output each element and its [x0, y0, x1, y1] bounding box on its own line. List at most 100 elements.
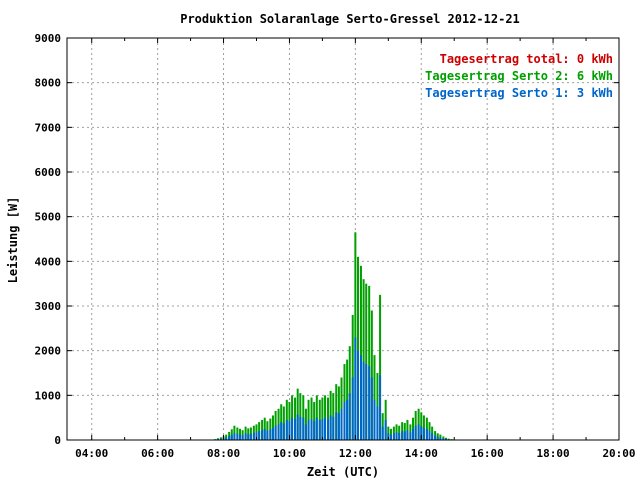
bar-series-2 — [362, 361, 365, 440]
bar-series-2 — [228, 435, 231, 440]
bar-series-2 — [414, 425, 417, 440]
bar-series-1 — [302, 395, 305, 440]
bar-series-2 — [425, 428, 428, 440]
bar-series-1 — [291, 395, 294, 440]
bar-series-2 — [296, 414, 299, 440]
chart-title: Produktion Solaranlage Serto-Gressel 201… — [180, 12, 520, 26]
bar-series-2 — [282, 423, 285, 440]
bar-series-2 — [335, 412, 338, 440]
bar-series-1 — [436, 433, 439, 440]
bar-series-1 — [310, 397, 313, 440]
bar-series-2 — [249, 433, 252, 440]
bar-series-1 — [414, 410, 417, 440]
bars — [211, 232, 461, 440]
bar-series-1 — [401, 422, 404, 440]
bar-series-1 — [313, 402, 316, 440]
bar-series-2 — [288, 421, 291, 440]
bar-series-2 — [442, 438, 445, 440]
bar-series-2 — [376, 406, 379, 440]
bar-series-2 — [356, 350, 359, 440]
bar-series-2 — [239, 434, 242, 440]
bar-series-2 — [219, 438, 222, 440]
y-axis-title: Leistung [W] — [6, 197, 20, 284]
bar-series-2 — [310, 419, 313, 440]
bar-series-2 — [244, 433, 247, 440]
bar-series-2 — [359, 355, 362, 440]
bar-series-2 — [285, 419, 288, 440]
bar-series-1 — [351, 314, 354, 440]
bar-series-2 — [401, 431, 404, 440]
y-tick-label: 1000 — [35, 389, 62, 402]
bar-series-2 — [304, 424, 307, 440]
bar-series-1 — [324, 395, 327, 440]
bar-series-1 — [373, 355, 376, 440]
bar-series-1 — [296, 388, 299, 440]
legend-entry: Tagesertrag total: 0 kWh — [440, 52, 613, 66]
bar-series-2 — [315, 417, 318, 440]
grid — [67, 38, 619, 440]
bar-series-2 — [340, 408, 343, 440]
bar-series-1 — [288, 402, 291, 440]
x-tick-label: 14:00 — [405, 447, 438, 460]
x-axis-title: Zeit (UTC) — [307, 465, 379, 479]
bar-series-2 — [307, 419, 310, 440]
bar-series-2 — [318, 419, 321, 440]
bar-series-2 — [343, 402, 346, 440]
bar-series-2 — [351, 377, 354, 440]
bar-series-2 — [327, 419, 330, 440]
bar-series-2 — [348, 393, 351, 440]
bar-series-2 — [230, 434, 233, 440]
bar-series-2 — [417, 424, 420, 440]
bar-series-1 — [261, 419, 264, 440]
bar-series-2 — [258, 431, 261, 440]
x-tick-label: 12:00 — [339, 447, 372, 460]
y-tick-label: 6000 — [35, 166, 62, 179]
x-tick-label: 04:00 — [75, 447, 108, 460]
bar-series-2 — [406, 430, 409, 440]
bar-series-1 — [332, 393, 335, 440]
bar-series-2 — [428, 431, 431, 440]
x-tick-label: 16:00 — [471, 447, 504, 460]
x-tick-label: 18:00 — [537, 447, 570, 460]
bar-series-2 — [436, 436, 439, 440]
x-tick-label: 08:00 — [207, 447, 240, 460]
bar-series-1 — [315, 395, 318, 440]
bar-series-1 — [409, 424, 412, 440]
bar-series-2 — [277, 424, 280, 440]
bar-series-1 — [216, 438, 219, 440]
y-tick-label: 0 — [54, 434, 61, 447]
bar-series-2 — [261, 430, 264, 440]
bar-series-2 — [403, 431, 406, 440]
bar-series-1 — [362, 279, 365, 440]
bar-series-2 — [379, 375, 382, 440]
bar-series-2 — [389, 434, 392, 440]
bar-series-2 — [269, 429, 272, 440]
legend: Tagesertrag total: 0 kWh Tagesertrag Sert… — [425, 52, 613, 100]
plot-frame — [66, 37, 620, 441]
y-tick-label: 2000 — [35, 345, 62, 358]
x-tick-label: 06:00 — [141, 447, 174, 460]
bar-series-2 — [266, 430, 269, 440]
bar-series-2 — [392, 433, 395, 440]
bar-series-1 — [356, 256, 359, 440]
bar-series-2 — [332, 416, 335, 440]
bar-series-2 — [384, 419, 387, 440]
bar-series-2 — [346, 399, 349, 440]
bar-series-2 — [354, 337, 357, 440]
bar-series-1 — [304, 408, 307, 440]
bar-series-2 — [321, 419, 324, 440]
bar-series-2 — [434, 435, 437, 440]
bar-series-1 — [294, 397, 297, 440]
bar-series-2 — [444, 438, 447, 440]
bar-series-2 — [373, 399, 376, 440]
bar-series-1 — [321, 397, 324, 440]
x-tick-label: 20:00 — [602, 447, 635, 460]
bar-series-2 — [252, 432, 255, 440]
axis-ticks: 0 1000 2000 3000 4000 5000 6000 7000 8000 9000 04:… — [35, 32, 636, 460]
bar-series-2 — [274, 425, 277, 440]
x-tick-label: 10:00 — [273, 447, 306, 460]
bar-series-2 — [381, 426, 384, 440]
bar-series-2 — [255, 432, 258, 440]
bar-series-1 — [236, 427, 239, 440]
